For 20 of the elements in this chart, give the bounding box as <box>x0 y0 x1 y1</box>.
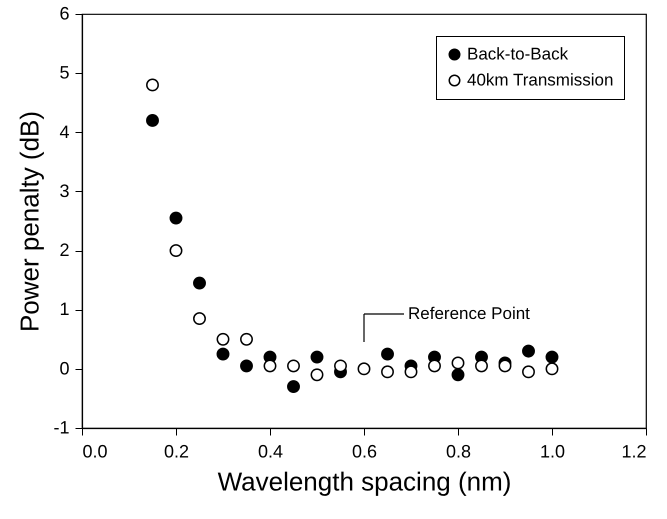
x-tick-label: 0.6 <box>352 442 378 462</box>
y-tick-label: 0 <box>59 358 70 378</box>
x-tick-label: 0.8 <box>446 442 472 462</box>
legend-label: Back-to-Back <box>467 44 569 64</box>
y-tick-label: 1 <box>59 299 70 320</box>
y-tick-label: 3 <box>59 180 70 201</box>
y-axis-title: Power penalty (dB) <box>14 110 44 332</box>
y-tick-label: 2 <box>59 240 70 260</box>
x-axis-title: Wavelength spacing (nm) <box>218 466 512 496</box>
x-tick-label: 0.4 <box>258 442 284 462</box>
legend-label: 40km Transmission <box>467 70 614 90</box>
y-tick-label: 6 <box>59 4 70 24</box>
x-tick-label: 0.2 <box>164 442 190 462</box>
y-tick-label: -1 <box>53 418 70 438</box>
annotation: Reference Point <box>408 304 530 323</box>
x-tick-label: 1.2 <box>621 442 646 462</box>
y-tick-label: 5 <box>59 62 70 83</box>
y-tick-label: 4 <box>59 122 70 142</box>
x-tick-label: 1.0 <box>540 442 566 462</box>
x-tick-label: 0.0 <box>82 442 108 462</box>
